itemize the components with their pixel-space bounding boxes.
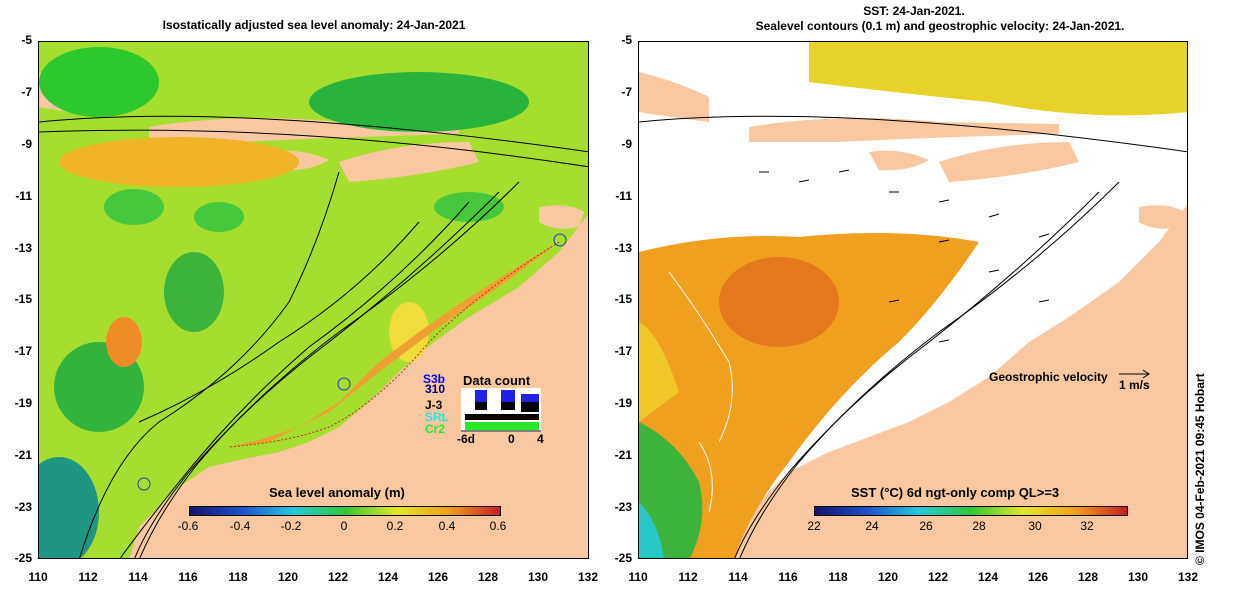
right-y-tick: -25 [614,551,632,565]
sst-cb-tick: 28 [972,519,986,533]
left-y-tick: -13 [14,241,32,255]
sst-cb-tick: 32 [1080,519,1094,533]
sla-cb-tick: 0.4 [438,519,456,533]
left-x-tick: 128 [477,570,499,584]
left-y-tick: -19 [14,396,32,410]
left-y-tick: -15 [14,292,32,306]
sat-label-s3b: S3b [423,372,446,386]
left-map-title: Isostatically adjusted sea level anomaly… [162,18,466,32]
sat-label-310: 310 [425,382,446,396]
right-y-tick: -21 [614,448,632,462]
data-count-axis-end: 4 [537,432,544,446]
data-count-axis-zero: 0 [508,432,515,446]
sst-cb-tick: 22 [807,519,821,533]
left-y-tick: -7 [21,85,32,99]
right-y-tick: -11 [615,189,632,203]
left-x-tick: 130 [527,570,549,584]
right-map-title-line1: SST: 24-Jan-2021. [863,4,965,18]
velocity-legend-label: Geostrophic velocity [989,370,1108,384]
imos-credit: © IMOS 04-Feb-2021 09:45 Hobart [1193,373,1207,565]
right-map-title-line2: Sealevel contours (0.1 m) and geostrophi… [755,19,1125,33]
left-x-tick: 126 [427,570,449,584]
sst-map-panel[interactable]: Geostrophic velocity 1 m/s SST (°C) 6d n… [638,41,1188,559]
sst-cb-tick: 24 [865,519,879,533]
right-y-tick: -13 [614,241,632,255]
sla-colorbar-title: Sea level anomaly (m) [269,485,405,500]
left-x-tick: 120 [277,570,299,584]
left-y-tick: -17 [14,344,32,358]
data-count-axis-start: -6d [457,432,475,446]
sat-label-cr2: Cr2 [425,422,446,436]
right-x-tick: 118 [828,570,848,584]
sla-map [39,42,588,558]
left-x-tick: 118 [228,570,248,584]
left-x-tick: 132 [577,570,599,584]
sst-map [639,42,1187,558]
data-count-chart [461,388,541,432]
left-y-tick: -23 [14,500,32,514]
sla-cb-tick: -0.2 [280,519,302,533]
right-y-tick: -19 [614,396,632,410]
right-x-tick: 128 [1077,570,1099,584]
velocity-legend-arrow [1119,369,1150,379]
right-y-tick: -5 [621,33,632,47]
left-y-tick: -5 [21,33,32,47]
right-x-tick: 126 [1027,570,1049,584]
right-y-tick: -23 [614,500,632,514]
right-x-tick: 110 [628,570,648,584]
right-x-tick: 114 [728,570,748,584]
sla-map-panel[interactable]: S3b 310 J-3 SRL Cr2 Data count -6d 0 4 S… [38,41,589,559]
velocity-legend-unit: 1 m/s [1119,378,1150,392]
left-x-tick: 116 [178,570,198,584]
left-y-tick: -21 [14,448,32,462]
right-x-tick: 120 [877,570,899,584]
right-x-tick: 130 [1127,570,1149,584]
right-y-tick: -15 [614,292,632,306]
left-x-tick: 122 [327,570,349,584]
sla-cb-tick: 0.2 [386,519,404,533]
right-x-tick: 122 [927,570,949,584]
left-x-tick: 112 [78,570,98,584]
sat-label-j3: J-3 [425,398,443,412]
sst-cb-tick: 26 [919,519,933,533]
sla-colorbar [189,506,501,516]
left-y-tick: -11 [15,189,32,203]
right-y-tick: -17 [614,344,632,358]
sat-label-srl: SRL [425,410,449,424]
right-y-tick: -7 [621,85,632,99]
left-y-tick: -25 [14,551,32,565]
right-x-tick: 124 [977,570,999,584]
sla-cb-tick: 0 [340,519,348,533]
sla-cb-tick: -0.6 [177,519,199,533]
sst-colorbar-title: SST (°C) 6d ngt-only comp QL>=3 [851,485,1060,500]
sst-colorbar [814,506,1128,516]
data-count-title: Data count [463,373,531,388]
right-x-tick: 112 [678,570,698,584]
right-x-tick: 132 [1177,570,1199,584]
left-y-tick: -9 [21,137,32,151]
sla-cb-tick: 0.6 [489,519,507,533]
sst-cb-tick: 30 [1028,519,1042,533]
sla-cb-tick: -0.4 [229,519,251,533]
right-x-tick: 116 [778,570,798,584]
left-x-tick: 110 [28,570,48,584]
right-y-tick: -9 [621,137,632,151]
left-x-tick: 114 [128,570,148,584]
left-x-tick: 124 [377,570,399,584]
